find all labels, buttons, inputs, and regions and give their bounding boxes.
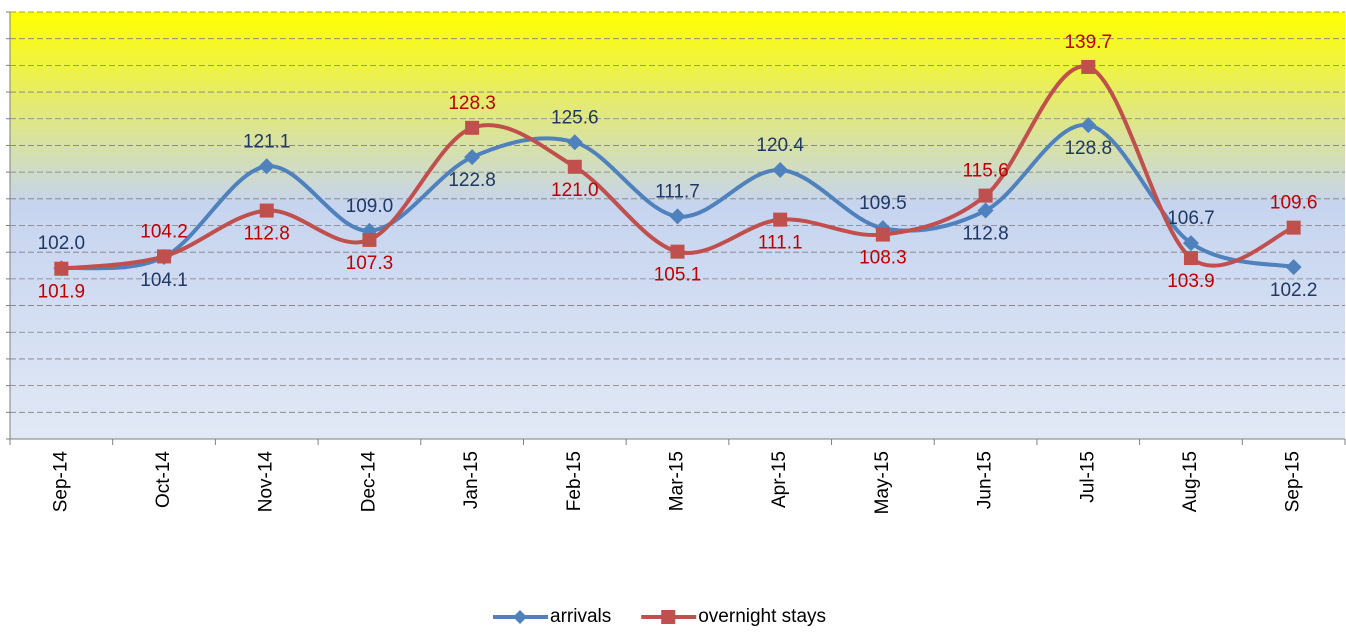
x-tick-label: Jan-15 — [461, 451, 482, 509]
data-label: 104.1 — [140, 270, 188, 291]
x-tick-label: Oct-14 — [153, 451, 174, 508]
marker — [259, 203, 274, 218]
data-label: 107.3 — [346, 253, 394, 274]
x-tick-label: May-15 — [872, 451, 893, 514]
x-tick-label: Mar-15 — [667, 451, 688, 511]
x-tick-label: Apr-15 — [769, 451, 790, 508]
data-label: 102.0 — [38, 233, 86, 254]
x-tick-label: Aug-15 — [1180, 451, 1201, 512]
data-label: 120.4 — [756, 135, 804, 156]
marker — [1183, 251, 1198, 266]
marker — [977, 202, 994, 219]
marker — [566, 134, 583, 151]
series-line — [61, 64, 1295, 271]
data-label: 111.7 — [655, 181, 700, 202]
x-tick-label: Jun-15 — [975, 451, 996, 509]
marker — [670, 244, 685, 259]
data-label: 103.9 — [1167, 271, 1215, 292]
data-label: 112.8 — [963, 224, 1009, 245]
data-label: 122.8 — [448, 170, 496, 191]
marker — [1080, 117, 1097, 134]
data-label: 109.6 — [1270, 193, 1318, 214]
data-label: 115.6 — [963, 161, 1009, 182]
x-tick-label: Nov-14 — [256, 451, 277, 513]
data-label: 128.3 — [448, 93, 496, 114]
data-label: 128.8 — [1064, 138, 1112, 159]
data-label: 139.7 — [1064, 32, 1112, 53]
marker — [772, 161, 789, 178]
data-label: 106.7 — [1167, 208, 1215, 229]
legend-marker — [513, 610, 527, 624]
data-label: 121.1 — [243, 131, 291, 152]
marker — [1285, 259, 1302, 276]
marker — [258, 158, 275, 175]
marker — [1182, 235, 1199, 252]
data-label: 102.2 — [1270, 280, 1318, 301]
data-label: 108.3 — [859, 248, 907, 269]
data-label: 109.0 — [346, 196, 394, 217]
data-label: 111.1 — [758, 233, 803, 254]
marker — [362, 232, 377, 247]
x-tick-label: Sep-15 — [1283, 451, 1304, 512]
data-label: 105.1 — [654, 265, 702, 286]
data-label: 109.5 — [859, 193, 907, 214]
legend-label: arrivals — [550, 606, 611, 627]
marker — [1081, 59, 1096, 74]
marker — [567, 159, 582, 174]
marker — [465, 120, 480, 135]
marker — [978, 188, 993, 203]
x-tick-label: Sep-14 — [50, 451, 71, 513]
marker — [54, 261, 69, 276]
marker — [464, 149, 481, 166]
marker — [669, 208, 686, 225]
x-tick-label: Feb-15 — [564, 451, 585, 511]
x-tick-label: Dec-14 — [358, 451, 379, 513]
data-label: 112.8 — [244, 224, 290, 245]
legend-marker — [661, 610, 676, 624]
marker — [157, 249, 172, 264]
data-label: 125.6 — [551, 107, 599, 128]
marker — [773, 212, 788, 227]
legend-label: overnight stays — [698, 606, 826, 627]
x-tick-label: Jul-15 — [1077, 451, 1098, 503]
marker — [875, 227, 890, 242]
data-label: 121.0 — [551, 180, 599, 201]
data-label: 104.2 — [140, 221, 188, 242]
data-label: 101.9 — [38, 282, 86, 303]
marker — [1286, 220, 1301, 235]
